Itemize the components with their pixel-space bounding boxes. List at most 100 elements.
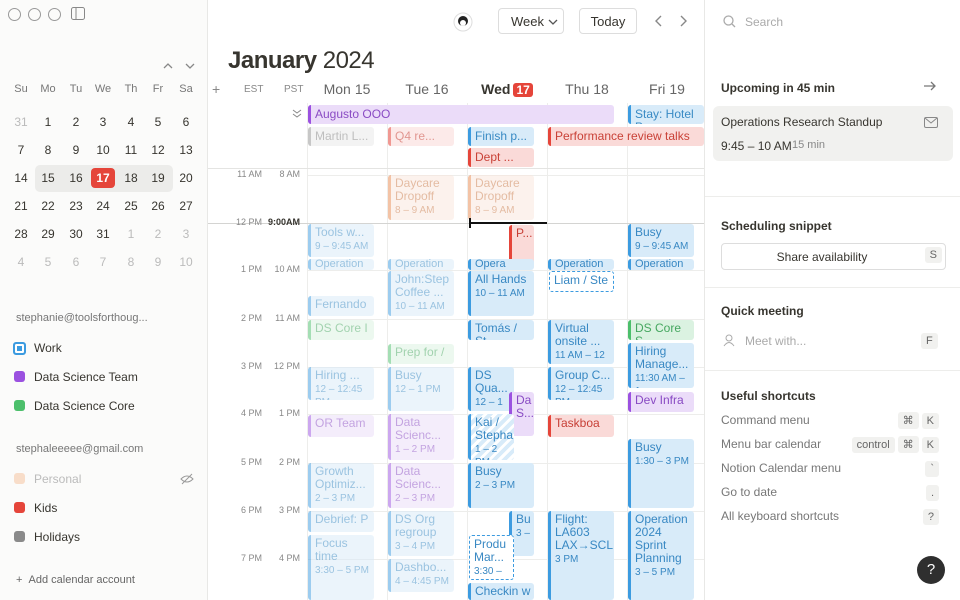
event[interactable]: Growth Optimiz... 2 – 3 PM bbox=[308, 463, 374, 508]
calendar-color[interactable] bbox=[14, 531, 25, 542]
calendar-color[interactable] bbox=[14, 400, 25, 411]
calendar-color[interactable] bbox=[14, 371, 25, 382]
add-account[interactable]: + Add calendar account bbox=[16, 574, 135, 586]
today-date[interactable]: 17 bbox=[91, 168, 115, 188]
date[interactable]: 13 bbox=[179, 143, 193, 157]
add-account-label[interactable]: Add calendar account bbox=[28, 574, 135, 586]
event[interactable]: Operation bbox=[308, 259, 374, 270]
event[interactable]: DS Core S bbox=[628, 320, 694, 340]
event[interactable]: Liam / Ste bbox=[549, 271, 614, 292]
date[interactable]: 7 bbox=[17, 143, 25, 157]
date[interactable]: 2 bbox=[154, 227, 162, 241]
date[interactable]: 9 bbox=[72, 143, 80, 157]
date[interactable]: 4 bbox=[127, 115, 135, 129]
all-day-event[interactable]: Stay: Hotel P bbox=[628, 105, 704, 124]
month-nav[interactable] bbox=[162, 60, 202, 72]
event[interactable]: Fernando bbox=[308, 296, 374, 316]
window-zoom[interactable] bbox=[48, 8, 61, 21]
view-label[interactable]: Week bbox=[511, 14, 544, 29]
all-day-event[interactable]: Finish p... bbox=[468, 127, 534, 146]
event[interactable]: Operation bbox=[388, 259, 454, 270]
all-day-event[interactable]: Augusto OOO bbox=[308, 105, 614, 124]
event[interactable]: Tomás / St bbox=[468, 320, 534, 340]
date[interactable]: 10 bbox=[179, 255, 193, 269]
event[interactable]: OR Team bbox=[308, 415, 374, 437]
event[interactable]: Dev Infra bbox=[628, 392, 694, 412]
date[interactable]: 14 bbox=[14, 171, 28, 185]
shortcut-label[interactable]: Command menu bbox=[721, 413, 810, 427]
date[interactable]: 9 bbox=[154, 255, 162, 269]
date[interactable]: 6 bbox=[182, 115, 190, 129]
calendar-name[interactable]: Kids bbox=[34, 501, 58, 515]
event[interactable]: John:Step Coffee ... 10 – 11 AM bbox=[388, 271, 454, 316]
event[interactable]: Busy 2 – 3 PM bbox=[468, 463, 534, 508]
date[interactable]: 27 bbox=[179, 199, 193, 213]
all-day-event[interactable]: Dept ... bbox=[468, 148, 534, 167]
event[interactable]: Checkin w bbox=[468, 583, 534, 600]
window-minimize[interactable] bbox=[28, 8, 41, 21]
event[interactable]: Bu 3 – bbox=[509, 511, 534, 556]
date[interactable]: 19 bbox=[151, 171, 165, 185]
event[interactable]: Operation bbox=[548, 259, 614, 270]
event[interactable]: Operation bbox=[628, 259, 694, 270]
search-icon[interactable] bbox=[723, 15, 736, 33]
event[interactable]: Data Scienc... 1 – 2 PM bbox=[388, 414, 454, 460]
date[interactable]: 1 bbox=[127, 227, 135, 241]
date[interactable]: 5 bbox=[154, 115, 162, 129]
upcoming-card[interactable]: Operations Research Standup 9:45 – 10 AM 1… bbox=[713, 106, 953, 161]
event[interactable]: Busy 9 – 9:45 AM bbox=[628, 224, 694, 257]
event[interactable]: Dashbo... 4 – 4:45 PM bbox=[388, 559, 454, 592]
date[interactable]: 7 bbox=[99, 255, 107, 269]
date[interactable]: 4 bbox=[17, 255, 25, 269]
calendar-color[interactable] bbox=[14, 502, 25, 513]
calendar-name[interactable]: Data Science Core bbox=[34, 399, 135, 413]
date[interactable]: 28 bbox=[14, 227, 28, 241]
date[interactable]: 23 bbox=[69, 199, 83, 213]
event[interactable]: All Hands 10 – 11 AM bbox=[468, 271, 534, 316]
date[interactable]: 15 bbox=[41, 171, 55, 185]
date[interactable]: 3 bbox=[99, 115, 107, 129]
calendar-name[interactable]: Work bbox=[34, 341, 62, 355]
event[interactable]: Tools w... 9 – 9:45 AM bbox=[308, 224, 374, 257]
open-arrow[interactable] bbox=[923, 80, 937, 95]
date[interactable]: 12 bbox=[151, 143, 165, 157]
date[interactable]: 6 bbox=[72, 255, 80, 269]
date[interactable]: 8 bbox=[127, 255, 135, 269]
share-button[interactable]: Share availability S bbox=[721, 243, 946, 270]
all-day-event[interactable]: Martin L... bbox=[308, 127, 374, 146]
shortcut-label[interactable]: Go to date bbox=[721, 485, 778, 499]
calendar-name[interactable]: Personal bbox=[34, 472, 82, 486]
date[interactable]: 31 bbox=[14, 115, 28, 129]
event[interactable]: DS Org regroup 3 – 4 PM bbox=[388, 511, 454, 556]
sidebar-toggle[interactable] bbox=[71, 7, 85, 20]
date[interactable]: 31 bbox=[96, 227, 110, 241]
shortcut-label[interactable]: All keyboard shortcuts bbox=[721, 509, 840, 523]
event[interactable]: Produ Mar... 3:30 – 4 bbox=[469, 535, 514, 580]
event[interactable]: Opera bbox=[468, 259, 534, 270]
event[interactable]: Focus time 3:30 – 5 PM bbox=[308, 535, 374, 600]
event[interactable]: Daycare Dropoff 8 – 9 AM bbox=[468, 175, 534, 220]
calendar-color[interactable] bbox=[14, 473, 25, 484]
date[interactable]: 29 bbox=[41, 227, 55, 241]
week-nav[interactable] bbox=[653, 15, 693, 27]
date[interactable]: 26 bbox=[151, 199, 165, 213]
avatar[interactable] bbox=[453, 12, 473, 32]
shortcut-label[interactable]: Notion Calendar menu bbox=[721, 461, 842, 475]
date[interactable]: 10 bbox=[96, 143, 110, 157]
event[interactable]: Hiring ... 12 – 12:45 PM bbox=[308, 367, 374, 400]
date[interactable]: 3 bbox=[182, 227, 190, 241]
date[interactable]: 5 bbox=[44, 255, 52, 269]
date[interactable]: 24 bbox=[96, 199, 110, 213]
date[interactable]: 18 bbox=[124, 171, 138, 185]
hidden-icon[interactable] bbox=[180, 472, 194, 490]
event[interactable]: Busy 1:30 – 3 PM bbox=[628, 439, 694, 508]
date[interactable]: 22 bbox=[41, 199, 55, 213]
date[interactable]: 21 bbox=[14, 199, 28, 213]
event[interactable]: DS Qua... 12 – 1 PM bbox=[468, 367, 514, 411]
all-day-event[interactable]: Q4 re... bbox=[388, 127, 454, 146]
date[interactable]: 1 bbox=[44, 115, 52, 129]
date[interactable]: 30 bbox=[69, 227, 83, 241]
help-button[interactable]: ? bbox=[917, 556, 945, 584]
calendar-name[interactable]: Data Science Team bbox=[34, 370, 138, 384]
view-dropdown[interactable]: Week bbox=[498, 8, 564, 34]
